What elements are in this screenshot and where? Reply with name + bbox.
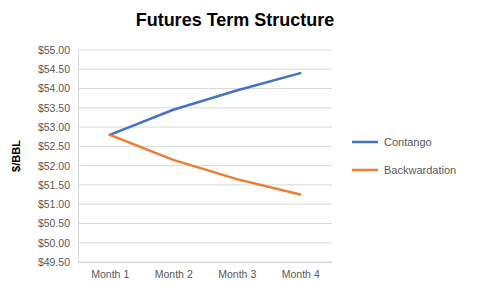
y-tick-label: $54.00 [38, 82, 70, 94]
y-tick: $52.50 [38, 140, 78, 152]
x-tick-label: Month 2 [155, 268, 193, 280]
y-tick: $50.00 [38, 237, 78, 249]
legend-item: Backwardation [352, 164, 456, 176]
y-tick-label: $51.50 [38, 179, 70, 191]
y-tick-label: $49.50 [38, 256, 70, 268]
legend-label: Contango [384, 136, 432, 148]
grid [78, 50, 332, 262]
series-line [110, 73, 301, 135]
grid-line [78, 262, 332, 263]
y-tick: $51.50 [38, 179, 78, 191]
y-tick-label: $52.50 [38, 140, 70, 152]
grid-line [78, 184, 332, 185]
grid-line [78, 127, 332, 128]
y-tick-label: $53.50 [38, 102, 70, 114]
y-tick: $51.00 [38, 198, 78, 210]
legend-item: Contango [352, 136, 432, 148]
y-tick: $53.50 [38, 102, 78, 114]
legend-swatch [352, 169, 378, 172]
y-tick-label: $50.00 [38, 237, 70, 249]
x-axis: Month 1 Month 2 Month 3 Month 4 [79, 262, 333, 280]
y-tick-label: $52.00 [38, 159, 70, 171]
series-group [110, 73, 301, 194]
y-tick-label: $54.50 [38, 63, 70, 75]
y-axis-title: $/BBL [10, 140, 22, 172]
grid-line [78, 165, 332, 166]
plot-area: $49.50 $50.00 $50.50 $51.00 $51.50 $52.00 $52.… [38, 44, 333, 281]
legend-swatch [352, 141, 378, 144]
y-tick: $53.00 [38, 121, 78, 133]
x-tick: Month 2 [155, 262, 193, 280]
x-tick: Month 3 [218, 262, 256, 280]
y-tick: $52.00 [38, 159, 78, 171]
x-tick: Month 1 [91, 262, 129, 280]
y-axis-line [78, 51, 79, 263]
y-tick: $50.50 [38, 217, 78, 229]
grid-line [78, 204, 332, 205]
grid-line [78, 88, 332, 89]
legend-label: Backwardation [384, 164, 456, 176]
y-tick-label: $53.00 [38, 121, 70, 133]
y-tick-label: $50.50 [38, 217, 70, 229]
grid-line [78, 107, 332, 108]
chart-title: Futures Term Structure [136, 10, 335, 30]
y-axis: $49.50 $50.00 $50.50 $51.00 $51.50 $52.00 $52.… [38, 44, 79, 268]
x-tick-label: Month 4 [282, 268, 320, 280]
x-tick-label: Month 3 [218, 268, 256, 280]
grid-line [78, 242, 332, 243]
grid-line [78, 146, 332, 147]
x-axis-line [79, 262, 333, 263]
y-tick: $54.00 [38, 82, 78, 94]
y-tick-label: $51.00 [38, 198, 70, 210]
series-line [110, 135, 301, 195]
y-tick: $54.50 [38, 63, 78, 75]
y-tick-label: $55.00 [38, 44, 70, 56]
x-tick-label: Month 1 [91, 268, 129, 280]
chart: $49.50 $50.00 $50.50 $51.00 $51.50 $52.00 $52.… [0, 0, 480, 290]
legend: Contango Backwardation [352, 136, 456, 176]
y-tick: $49.50 [38, 256, 78, 268]
grid-line [78, 50, 332, 51]
grid-line [78, 223, 332, 224]
x-tick: Month 4 [282, 262, 320, 280]
y-tick: $55.00 [38, 44, 78, 56]
background [0, 0, 480, 290]
grid-line [78, 69, 332, 70]
